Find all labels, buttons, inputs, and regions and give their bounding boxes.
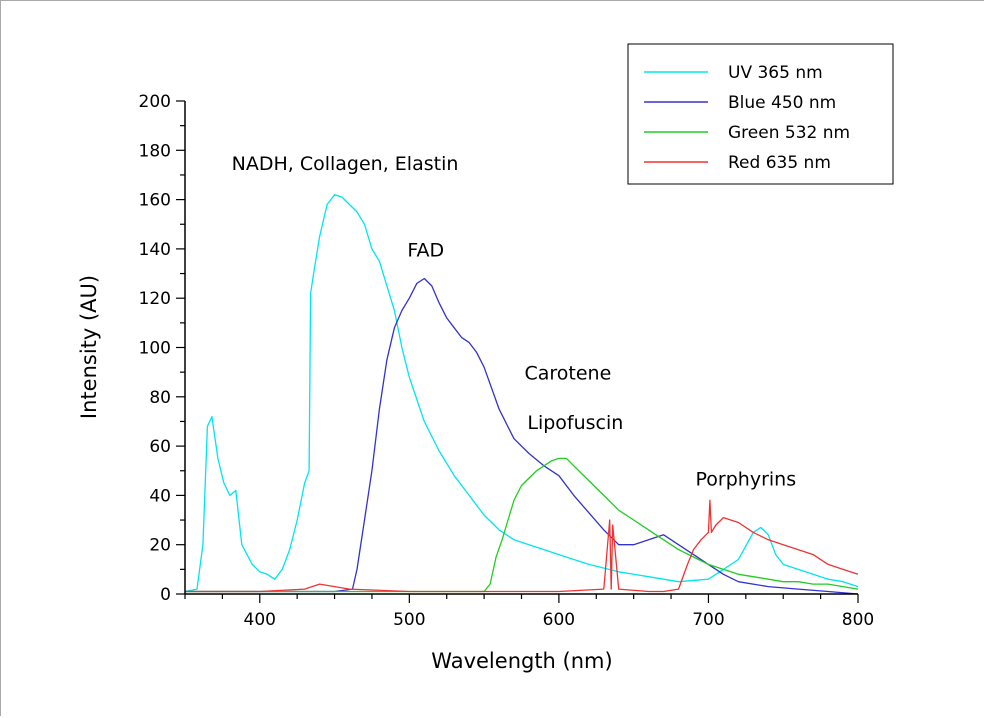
y-tick-label: 140 xyxy=(139,240,171,260)
x-axis-title: Wavelength (nm) xyxy=(431,649,612,673)
y-tick-label: 120 xyxy=(139,289,171,309)
legend-box xyxy=(627,43,894,185)
legend-label-0: UV 365 nm xyxy=(728,63,823,83)
legend-label-2: Green 532 nm xyxy=(728,123,850,143)
series-line-3 xyxy=(185,499,859,593)
y-ticks: 0 20 40 60 80 100 120 140 160 180 200 xyxy=(139,92,185,605)
y-tick-label: 180 xyxy=(139,141,171,161)
y-tick-label: 80 xyxy=(149,388,171,408)
annotation-label: FAD xyxy=(407,239,444,261)
series-line-0 xyxy=(184,194,859,593)
y-tick-label: 160 xyxy=(139,191,171,211)
annotations: NADH, Collagen, Elastin FAD Carotene Lipofu… xyxy=(232,153,797,491)
annotation-label: Carotene xyxy=(524,363,611,385)
y-axis-title: Intensity (AU) xyxy=(77,275,101,419)
y-tick-label: 60 xyxy=(149,437,171,457)
x-ticks: 400 500 600 700 800 xyxy=(184,594,874,630)
annotation-label: Porphyrins xyxy=(696,469,797,491)
x-tick-label: 800 xyxy=(842,610,874,630)
annotation-label: Lipofuscin xyxy=(527,412,623,434)
plot-area xyxy=(184,194,859,595)
x-tick-label: 400 xyxy=(244,610,276,630)
legend-label-1: Blue 450 nm xyxy=(728,93,836,113)
legend: UV 365 nm Blue 450 nm Green 532 nm Red 635 … xyxy=(627,43,894,185)
y-tick-label: 100 xyxy=(139,339,171,359)
annotation-label: NADH, Collagen, Elastin xyxy=(232,153,459,175)
x-tick-label: 700 xyxy=(692,610,724,630)
series-line-2 xyxy=(185,457,859,593)
y-tick-label: 20 xyxy=(149,536,171,556)
legend-label-3: Red 635 nm xyxy=(728,153,831,173)
y-tick-label: 200 xyxy=(139,92,171,112)
y-tick-label: 0 xyxy=(160,585,171,605)
series-line-1 xyxy=(185,277,859,595)
x-tick-label: 600 xyxy=(543,610,575,630)
y-tick-label: 40 xyxy=(149,486,171,506)
axes: 400 500 600 700 800 0 20 40 60 80 100 120 140 160 180… xyxy=(139,92,875,630)
x-tick-label: 500 xyxy=(393,610,425,630)
